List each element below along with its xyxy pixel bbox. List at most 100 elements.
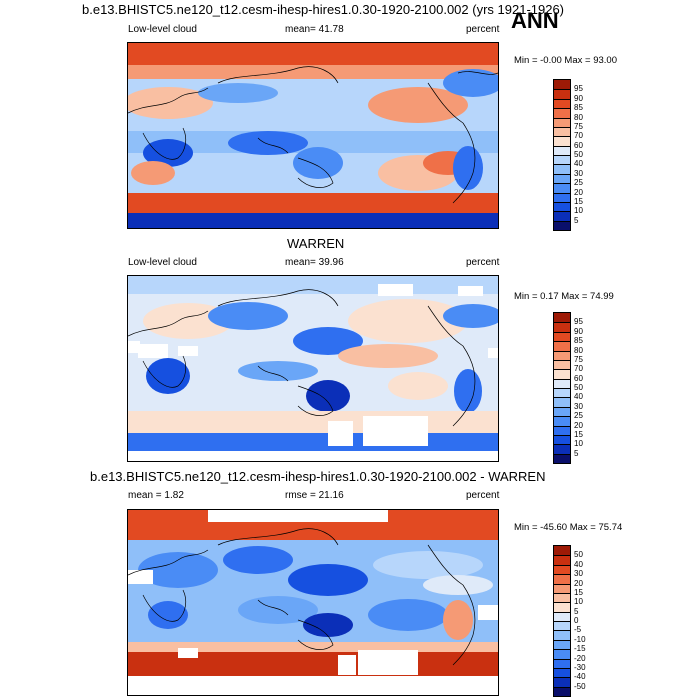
colorbar-swatch	[554, 592, 570, 603]
colorbar-tick-label: 70	[574, 364, 583, 374]
page-title: b.e13.BHISTC5.ne120_t12.cesm-ihesp-hires…	[82, 2, 565, 17]
colorbar-swatch	[554, 649, 570, 659]
panel-1-minmax: Min = -0.00 Max = 93.00	[514, 55, 617, 66]
colorbar-swatch	[554, 546, 570, 556]
season-label: ANN	[511, 8, 559, 33]
colorbar-tick-label: 10	[574, 206, 583, 216]
colorbar-swatch	[554, 183, 570, 193]
colorbar-tick-label: 75	[574, 354, 583, 364]
colorbar-swatch	[554, 564, 570, 575]
colorbar-swatch	[554, 117, 570, 127]
colorbar-tick-label: 85	[574, 336, 583, 346]
colorbar-tick-label: 25	[574, 411, 583, 421]
colorbar-tick-label: 5	[574, 448, 579, 458]
panel-3-minmax: Min = -45.60 Max = 75.74	[514, 522, 623, 533]
colorbar-tick-label: 10	[574, 597, 583, 607]
colorbar-swatch	[554, 677, 570, 687]
colorbar-swatch	[554, 434, 570, 445]
colorbar-tick-label: 95	[574, 84, 583, 94]
panel-3-title: b.e13.BHISTC5.ne120_t12.cesm-ihesp-hires…	[90, 469, 546, 484]
panel-1-left-label: Low-level cloud	[128, 24, 197, 35]
panel-3-rmse-label: rmse = 21.16	[285, 490, 344, 501]
colorbar-tick-label: 75	[574, 121, 583, 131]
colorbar-tick-label: -20	[574, 653, 586, 663]
colorbar-tick-label: 90	[574, 326, 583, 336]
colorbar-swatch	[554, 341, 570, 351]
colorbar-swatch	[554, 136, 570, 146]
colorbar-swatch	[554, 602, 570, 612]
colorbar-swatch	[554, 369, 570, 379]
colorbar-swatch	[554, 425, 570, 435]
colorbar-swatch	[554, 220, 570, 230]
colorbar-swatch	[554, 611, 570, 621]
colorbar-tick-label: 10	[574, 439, 583, 449]
colorbar-swatch	[554, 164, 570, 174]
colorbar-tick-label: 25	[574, 178, 583, 188]
colorbar-swatch	[554, 555, 570, 565]
panel-2-map	[127, 275, 499, 462]
colorbar-tick-label: 90	[574, 93, 583, 103]
colorbar-swatch	[554, 313, 570, 323]
colorbar-swatch	[554, 173, 570, 184]
colorbar-swatch	[554, 388, 570, 398]
colorbar-swatch	[554, 630, 570, 640]
colorbar-tick-label: -15	[574, 644, 586, 654]
colorbar-swatch	[554, 211, 570, 221]
colorbar-swatch	[554, 201, 570, 212]
panel-3-colorbar: 50 40 30 20 15 10 5 0 -5 -10 -15 -20 -30 -40 -50	[553, 545, 586, 697]
colorbar-tick-label: 60	[574, 373, 583, 383]
panel-2-mean-label: mean= 39.96	[285, 257, 344, 268]
colorbar-swatch	[554, 192, 570, 202]
colorbar-swatch	[554, 89, 570, 99]
panel-2-minmax: Min = 0.17 Max = 74.99	[514, 291, 614, 302]
colorbar-tick-label: 70	[574, 131, 583, 141]
colorbar-swatch	[554, 667, 570, 678]
colorbar-swatch	[554, 145, 570, 155]
colorbar-swatch	[554, 80, 570, 90]
colorbar-tick-label: 20	[574, 420, 583, 430]
colorbar-swatch	[554, 378, 570, 388]
colorbar-swatch	[554, 322, 570, 332]
colorbar-swatch	[554, 639, 570, 650]
panel-2-title: WARREN	[287, 236, 345, 251]
panel-3-map	[127, 509, 499, 696]
colorbar-tick-label: 15	[574, 196, 583, 206]
colorbar-tick-label: 85	[574, 103, 583, 113]
colorbar-tick-label: 0	[574, 616, 579, 625]
colorbar-tick-label: -40	[574, 672, 586, 682]
colorbar-swatch	[554, 583, 570, 593]
colorbar-tick-label: 95	[574, 317, 583, 327]
colorbar-tick-label: 5	[574, 215, 579, 225]
colorbar-tick-label: 30	[574, 168, 583, 178]
colorbar-tick-label: 15	[574, 429, 583, 439]
colorbar-tick-label: 50	[574, 550, 583, 560]
panel-1-units-label: percent	[466, 24, 500, 35]
colorbar-tick-label: 40	[574, 559, 583, 569]
colorbar-swatch	[554, 331, 570, 342]
colorbar-tick-label: 20	[574, 578, 583, 588]
colorbar-swatch	[554, 686, 570, 696]
colorbar-swatch	[554, 416, 570, 426]
colorbar-swatch	[554, 444, 570, 454]
colorbar-tick-label: -50	[574, 681, 586, 691]
colorbar-tick-label: -30	[574, 662, 586, 672]
panel-1-map	[127, 42, 499, 229]
panel-3-mean-label: mean = 1.82	[128, 490, 184, 501]
colorbar-swatch	[554, 108, 570, 118]
colorbar-tick-label: 30	[574, 569, 583, 579]
colorbar-tick-label: 40	[574, 392, 583, 402]
colorbar-swatch	[554, 406, 570, 417]
panel-3-units-label: percent	[466, 490, 500, 501]
colorbar-swatch	[554, 658, 570, 668]
colorbar-tick-label: 30	[574, 401, 583, 411]
panel-1-colorbar: 95 90 85 80 75 70 60 50 40 30 25 20 15 10 5	[553, 79, 583, 231]
colorbar-tick-label: 80	[574, 112, 583, 122]
panel-1-mean-label: mean= 41.78	[285, 24, 344, 35]
colorbar-tick-label: 15	[574, 587, 583, 597]
colorbar-tick-label: 20	[574, 187, 583, 197]
colorbar-swatch	[554, 126, 570, 137]
colorbar-tick-label: 60	[574, 140, 583, 150]
colorbar-swatch	[554, 155, 570, 165]
colorbar-swatch	[554, 621, 570, 631]
colorbar-swatch	[554, 350, 570, 360]
